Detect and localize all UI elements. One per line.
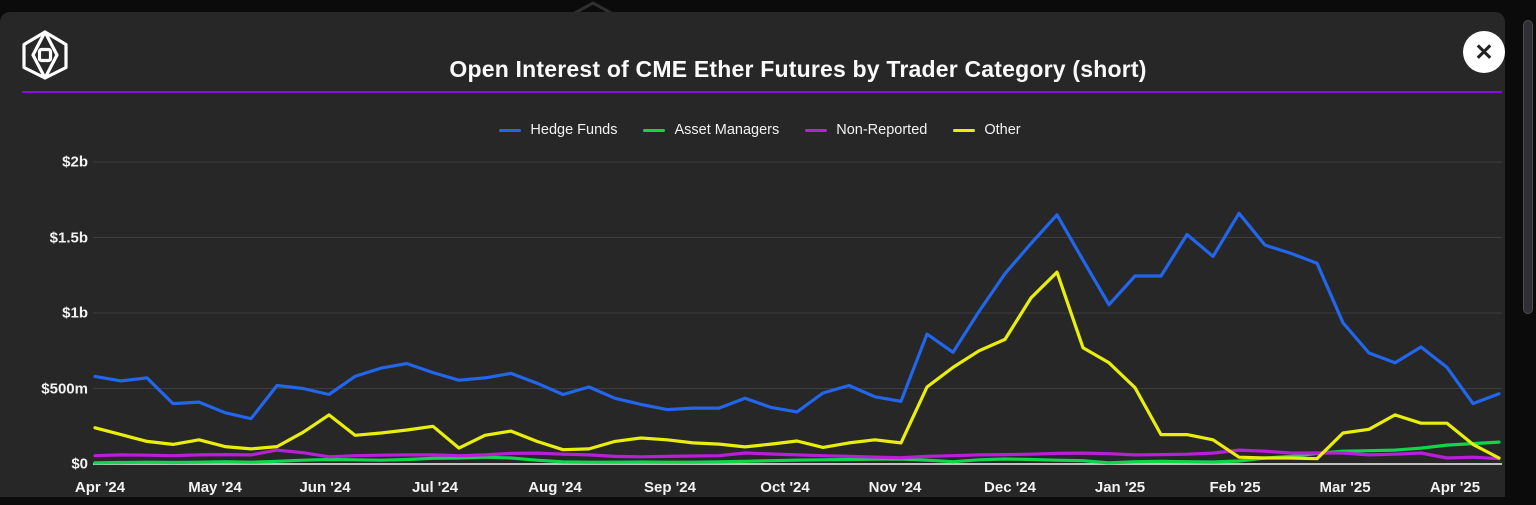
y-axis: $2b $1.5b $1b $500m $0 [0,0,88,505]
x-tick-label: May '24 [188,479,242,496]
y-tick-label: $1b [62,304,88,322]
accent-divider [22,91,1502,93]
legend-swatch [805,128,828,132]
x-tick-label: Jan '25 [1094,479,1146,496]
legend-label: Other [984,122,1021,138]
series-line-hedge-funds [93,211,1501,421]
series-line-other [93,270,1501,461]
legend-item-non-reported[interactable]: Non-Reported [805,122,927,138]
x-tick-label: Apr '25 [1429,479,1481,496]
y-tick-label: $2b [62,153,88,171]
modal-title: Open Interest of CME Ether Futures by Tr… [449,56,1147,83]
legend-swatch [499,128,522,132]
chevron-up-icon [572,1,614,16]
legend-item-asset-managers[interactable]: Asset Managers [643,122,779,138]
close-button[interactable]: ✕ [1463,31,1505,73]
x-tick-label: Sep '24 [644,479,696,496]
x-tick-label: Nov '24 [868,479,922,496]
legend: Hedge Funds Asset Managers Non-Reported … [0,120,1520,140]
y-tick-label: $500m [41,380,88,398]
x-tick-label: Oct '24 [760,479,810,496]
y-tick-label: $0 [71,455,88,473]
series-line-non-reported [93,448,1501,461]
legend-item-other[interactable]: Other [953,122,1021,138]
x-tick-label: Feb '25 [1209,479,1261,496]
legend-item-hedge-funds[interactable]: Hedge Funds [499,122,617,138]
x-tick-label: Dec '24 [984,479,1036,496]
legend-label: Non-Reported [836,122,928,138]
x-tick-label: Apr '24 [74,479,126,496]
y-tick-label: $1.5b [49,229,88,247]
legend-label: Asset Managers [674,122,780,138]
velo-logo-icon [22,30,68,80]
legend-swatch [953,128,976,132]
legend-swatch [643,128,666,132]
legend-label: Hedge Funds [530,122,618,138]
x-tick-label: Mar '25 [1319,479,1371,496]
x-tick-label: Aug '24 [528,479,582,496]
x-tick-label: Jul '24 [411,479,459,496]
x-tick-label: Jun '24 [299,479,351,496]
close-x-icon: ✕ [1474,38,1494,65]
scrollbar-thumb[interactable] [1523,20,1533,314]
x-axis: Apr '24 May '24 Jun '24 Jul '24 Aug '24 Sep '… [0,477,1536,499]
